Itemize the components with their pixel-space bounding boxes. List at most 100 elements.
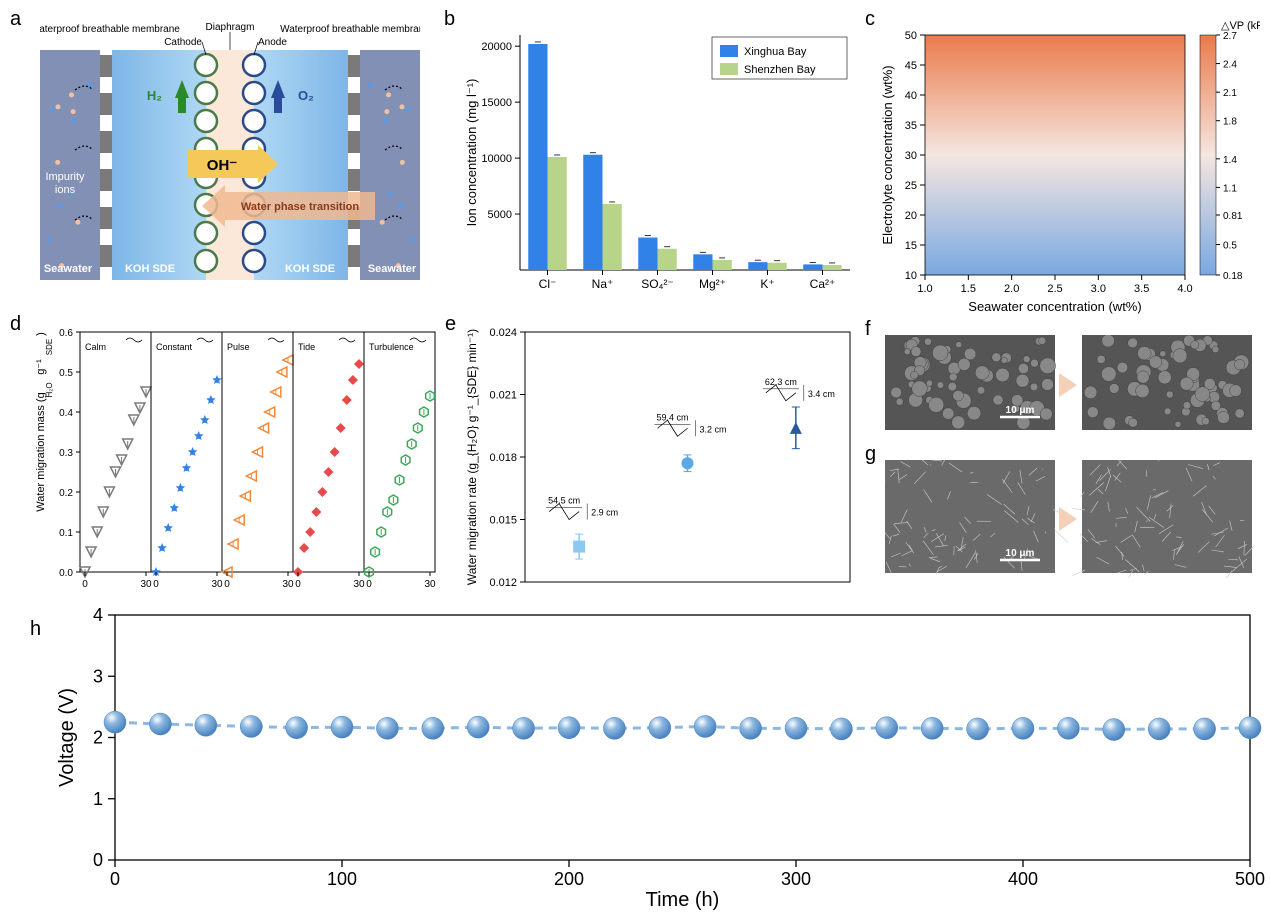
svg-text:0.3: 0.3: [59, 448, 73, 459]
svg-text:SDE: SDE: [45, 339, 54, 355]
svg-text:45: 45: [905, 60, 917, 72]
svg-text:30: 30: [353, 579, 365, 590]
svg-text:0: 0: [82, 579, 88, 590]
panel-a-schematic: OH⁻Water phase transitionH₂O₂Waterproof …: [40, 20, 420, 280]
svg-text:40: 40: [905, 90, 917, 102]
label-h: h: [30, 618, 41, 641]
svg-text:0.4: 0.4: [59, 408, 73, 419]
svg-text:5000: 5000: [488, 209, 512, 221]
svg-text:2.5: 2.5: [1047, 283, 1062, 295]
svg-text:Tide: Tide: [298, 342, 315, 352]
svg-text:Waterproof breathable membrane: Waterproof breathable membrane: [280, 24, 420, 35]
svg-text:1.8: 1.8: [1223, 117, 1237, 128]
svg-text:Cathode: Cathode: [164, 37, 202, 48]
svg-text:Na⁺: Na⁺: [592, 277, 614, 291]
svg-text:1.1: 1.1: [1223, 183, 1237, 194]
svg-text:g⁻¹: g⁻¹: [35, 359, 47, 375]
svg-text:0.5: 0.5: [1223, 241, 1237, 252]
svg-text:59.4 cm: 59.4 cm: [656, 412, 688, 422]
svg-text:0.81: 0.81: [1223, 211, 1243, 222]
svg-text:25: 25: [905, 180, 917, 192]
svg-text:20000: 20000: [481, 41, 512, 53]
svg-text:1.0: 1.0: [917, 283, 932, 295]
label-g: g: [865, 443, 876, 466]
svg-text:10: 10: [905, 270, 917, 282]
panel-g-sem: 10 μm: [885, 460, 1260, 578]
svg-text:0.024: 0.024: [489, 327, 517, 339]
svg-text:Waterproof breathable membrane: Waterproof breathable membrane: [40, 24, 180, 35]
svg-text:0.18: 0.18: [1223, 271, 1243, 282]
panel-d-chart: 0.00.10.20.30.40.50.6Water migration mas…: [30, 322, 440, 597]
svg-text:3.0: 3.0: [1091, 283, 1106, 295]
svg-text:KOH SDE: KOH SDE: [125, 263, 175, 275]
svg-text:SO₄²⁻: SO₄²⁻: [641, 277, 674, 291]
svg-text:0.0: 0.0: [59, 568, 73, 579]
svg-text:0.015: 0.015: [489, 515, 517, 527]
svg-text:KOH SDE: KOH SDE: [285, 263, 335, 275]
svg-text:0.018: 0.018: [489, 452, 517, 464]
svg-text:50: 50: [905, 30, 917, 42]
svg-text:30: 30: [140, 579, 152, 590]
svg-text:0: 0: [93, 850, 103, 870]
svg-text:0: 0: [153, 579, 159, 590]
svg-text:400: 400: [1008, 869, 1038, 889]
svg-text:0: 0: [295, 579, 301, 590]
svg-text:0.2: 0.2: [59, 488, 73, 499]
svg-text:Constant: Constant: [156, 342, 193, 352]
svg-text:0.012: 0.012: [489, 577, 517, 589]
svg-text:30: 30: [424, 579, 436, 590]
svg-text:Water migration rate (g_{H₂O}: Water migration rate (g_{H₂O} g⁻¹_{SDE} …: [465, 329, 479, 585]
svg-text:Ca²⁺: Ca²⁺: [810, 277, 836, 291]
svg-text:30: 30: [211, 579, 223, 590]
svg-text:30: 30: [282, 579, 294, 590]
svg-text:3.2 cm: 3.2 cm: [700, 424, 727, 434]
svg-text:1.5: 1.5: [961, 283, 976, 295]
svg-text:10000: 10000: [481, 153, 512, 165]
svg-text:62.3 cm: 62.3 cm: [765, 377, 797, 387]
svg-text:Electrolyte concentration (wt%: Electrolyte concentration (wt%): [880, 65, 895, 244]
svg-text:35: 35: [905, 120, 917, 132]
svg-text:Seawater concentration (wt%): Seawater concentration (wt%): [968, 299, 1141, 314]
svg-text:Impurity: Impurity: [45, 171, 85, 183]
label-d: d: [10, 313, 21, 336]
panel-h-chart: 010020030040050001234Time (h)Voltage (V): [55, 600, 1265, 910]
panel-c-heatmap: 1.01.52.02.53.03.54.0101520253035404550S…: [880, 15, 1260, 315]
svg-text:1: 1: [93, 789, 103, 809]
svg-text:2.7: 2.7: [1223, 31, 1237, 42]
svg-text:Mg²⁺: Mg²⁺: [699, 277, 726, 291]
svg-text:100: 100: [327, 869, 357, 889]
svg-text:Anode: Anode: [258, 37, 287, 48]
svg-text:200: 200: [554, 869, 584, 889]
svg-text:2.4: 2.4: [1223, 60, 1237, 71]
svg-text:Voltage (V): Voltage (V): [56, 688, 78, 787]
svg-text:△VP (kPa): △VP (kPa): [1221, 20, 1260, 32]
label-f: f: [865, 318, 871, 341]
label-c: c: [865, 8, 875, 31]
svg-text:Cl⁻: Cl⁻: [539, 277, 557, 291]
svg-text:2.1: 2.1: [1223, 88, 1237, 99]
svg-text:Xinghua Bay: Xinghua Bay: [744, 46, 807, 58]
svg-text:Turbulence: Turbulence: [369, 342, 414, 352]
svg-text:Time (h): Time (h): [646, 889, 720, 910]
svg-text:ions: ions: [55, 184, 76, 196]
svg-text:0.5: 0.5: [59, 368, 73, 379]
svg-text:4: 4: [93, 605, 103, 625]
svg-text:4.0: 4.0: [1177, 283, 1192, 295]
svg-text:300: 300: [781, 869, 811, 889]
svg-text:10 μm: 10 μm: [1006, 405, 1035, 416]
panel-b-chart: 5000 10000 15000 20000 Cl⁻ Na⁺ SO₄²⁻ Mg²⁺ K⁺ Ca²⁺…: [460, 20, 860, 300]
label-a: a: [10, 8, 21, 31]
svg-text:Ion concentration (mg l⁻¹): Ion concentration (mg l⁻¹): [464, 79, 479, 227]
svg-text:15: 15: [905, 240, 917, 252]
svg-text:0: 0: [366, 579, 372, 590]
svg-text:3: 3: [93, 666, 103, 686]
svg-text:20: 20: [905, 210, 917, 222]
svg-text:K⁺: K⁺: [760, 277, 774, 291]
svg-text:Water phase transition: Water phase transition: [241, 201, 359, 213]
svg-text:Calm: Calm: [85, 342, 106, 352]
svg-text:30: 30: [905, 150, 917, 162]
svg-text:2.0: 2.0: [1004, 283, 1019, 295]
svg-text:2: 2: [93, 728, 103, 748]
svg-text:OH⁻: OH⁻: [207, 157, 238, 174]
svg-text:15000: 15000: [481, 97, 512, 109]
